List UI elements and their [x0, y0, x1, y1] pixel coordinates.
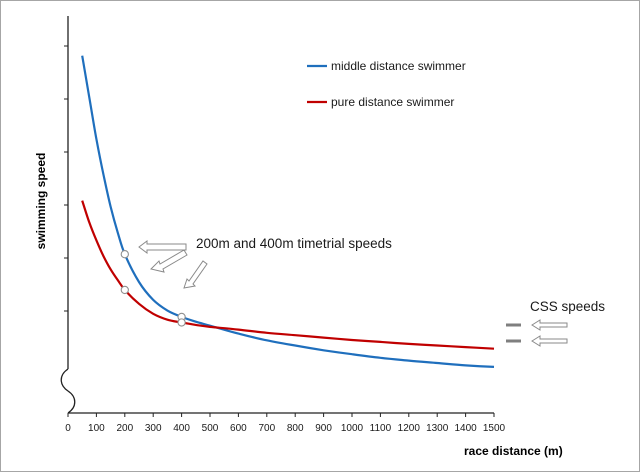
- arrow-css-lower: [531, 335, 568, 347]
- x-tick-label: 1400: [454, 423, 477, 434]
- x-tick-label: 1000: [341, 423, 364, 434]
- x-tick-label: 600: [230, 423, 247, 434]
- timetrial-markers: [120, 250, 186, 327]
- legend-label-pure-distance: pure distance swimmer: [331, 95, 454, 109]
- y-axis: [60, 16, 76, 414]
- x-tick-label: 700: [258, 423, 275, 434]
- arrow-to-400m: [183, 260, 208, 289]
- y-axis-break: [60, 368, 76, 414]
- x-tick-label: 100: [88, 423, 105, 434]
- x-tick-label: 300: [145, 423, 162, 434]
- x-tick-label: 1300: [426, 423, 449, 434]
- x-tick-label: 1500: [483, 423, 506, 434]
- x-axis-title: race distance (m): [464, 444, 563, 458]
- x-tick-label: 800: [287, 423, 304, 434]
- arrow-to-200m-blue: [138, 240, 187, 254]
- timetrial-marker: [177, 318, 186, 327]
- x-tick-label: 1100: [370, 423, 392, 434]
- timetrial-marker: [120, 250, 129, 259]
- x-axis-ticks: 0 100 200 300 400 500 600 700 800 900 1000 1100 1200…: [65, 413, 506, 434]
- x-tick-label: 1200: [398, 423, 421, 434]
- arrow-css-upper: [531, 319, 568, 331]
- x-tick-label: 0: [65, 423, 71, 434]
- timetrial-annotation: 200m and 400m timetrial speeds: [196, 236, 392, 251]
- legend-label-middle-distance: middle distance swimmer: [331, 59, 466, 73]
- x-tick-label: 200: [116, 423, 133, 434]
- arrow-to-200m-red: [150, 249, 188, 273]
- legend: middle distance swimmer pure distance sw…: [307, 59, 466, 109]
- series-line-middle-distance: [81, 55, 495, 368]
- timetrial-marker: [120, 285, 129, 295]
- css-annotation: CSS speeds: [530, 299, 605, 314]
- y-axis-title: swimming speed: [34, 153, 48, 250]
- x-tick-label: 400: [173, 423, 190, 434]
- series-line-pure-distance: [81, 200, 495, 350]
- annotation-arrows: [138, 240, 568, 347]
- x-tick-label: 900: [315, 423, 332, 434]
- x-tick-label: 500: [202, 423, 219, 434]
- y-axis-ticks: [64, 45, 68, 312]
